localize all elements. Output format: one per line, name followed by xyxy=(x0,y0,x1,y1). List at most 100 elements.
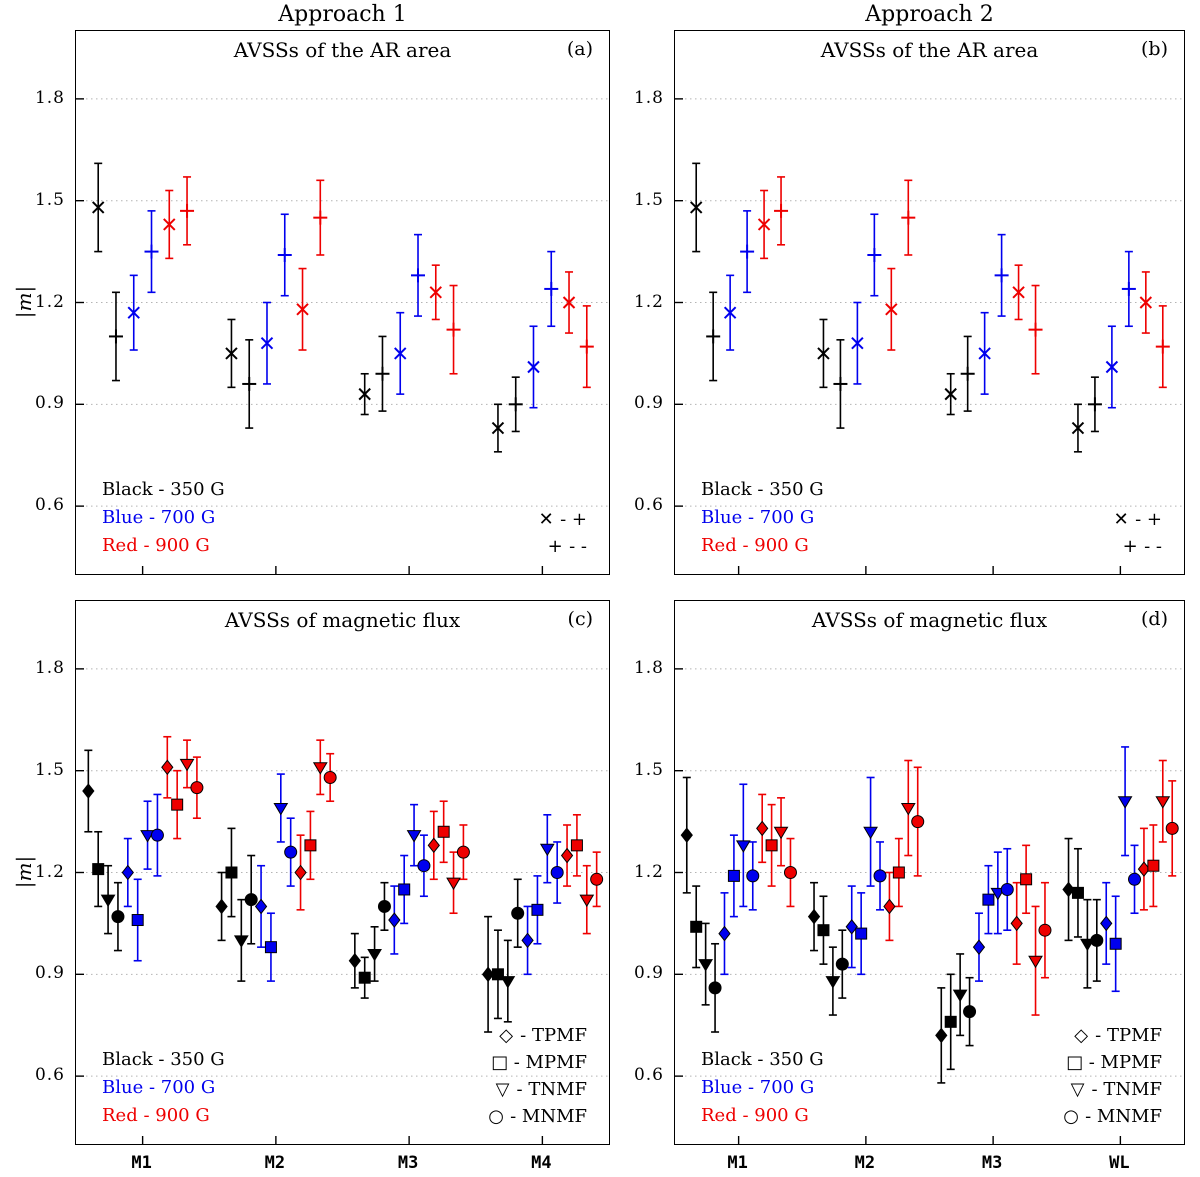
diamond-marker xyxy=(215,898,228,915)
panel-corner-label-d: (d) xyxy=(1141,608,1168,630)
square-marker xyxy=(531,903,544,916)
x-marker xyxy=(163,218,176,231)
y-tick-label: 1.5 xyxy=(34,189,65,210)
square-marker xyxy=(225,866,238,879)
diamond-marker xyxy=(756,820,769,837)
x-marker xyxy=(944,387,957,401)
marker-legend-entry: ▽ - TNMF xyxy=(1057,1076,1162,1103)
triangle-down-marker xyxy=(735,840,751,853)
color-legend-entry: Black - 350 G xyxy=(102,1049,225,1070)
marker-legend-label: - + xyxy=(560,509,587,530)
plot-canvas-a xyxy=(76,98,609,574)
diamond-marker xyxy=(680,827,693,843)
marker-legend-symbol: ▽ xyxy=(495,1079,510,1100)
marker-legend-a: ✕ - + + - - xyxy=(532,506,587,560)
y-tick-label: 0.6 xyxy=(34,1065,65,1086)
panel-wrap-b: 0.6 0.9 1.2 1.5 1.8 AVSSs of the AR area (b)… xyxy=(614,30,1185,590)
square-marker xyxy=(570,839,583,852)
x-marker xyxy=(562,296,576,309)
y-tick-label: 1.5 xyxy=(34,759,65,780)
circle-marker xyxy=(1165,821,1179,835)
x-tick-label: M3 xyxy=(981,1153,1003,1173)
x-marker xyxy=(1012,286,1025,299)
y-tick-label: 1.8 xyxy=(34,657,65,678)
marker-legend-symbol: ✕ xyxy=(1113,509,1129,530)
square-marker xyxy=(944,1015,957,1028)
triangle-down-marker xyxy=(312,762,328,775)
circle-marker xyxy=(746,869,760,883)
x-marker xyxy=(296,303,309,316)
triangle-down-marker xyxy=(773,826,789,840)
triangle-down-marker xyxy=(539,843,555,857)
square-marker xyxy=(1147,859,1160,872)
triangle-down-marker xyxy=(500,976,516,989)
column-title-approach-2: Approach 2 xyxy=(865,2,994,27)
diamond-marker xyxy=(82,783,95,799)
y-axis-tick-labels-d: 0.6 0.9 1.2 1.5 1.8 xyxy=(614,600,674,1145)
marker-legend-entry: + - - xyxy=(1107,533,1162,560)
marker-legend-symbol: + xyxy=(547,536,563,557)
circle-marker xyxy=(911,815,925,829)
marker-legend-symbol: + xyxy=(1122,536,1138,557)
color-legend-a: Black - 350 G Blue - 700 G Red - 900 G xyxy=(102,476,225,560)
circle-marker xyxy=(456,845,470,859)
circle-marker xyxy=(111,910,125,924)
triangle-down-marker xyxy=(179,758,195,772)
x-axis-labels-c: M1 M2 M3 M4 xyxy=(15,1153,610,1177)
marker-legend-symbol: ◇ xyxy=(499,1025,514,1046)
color-legend-entry: Blue - 700 G xyxy=(701,507,815,528)
panel-wrap-a: 0.6 0.9 1.2 1.5 1.8 AVSSs of the AR area (a)… xyxy=(15,30,610,590)
circle-marker xyxy=(783,866,797,879)
circle-marker xyxy=(1128,872,1142,886)
y-tick-label: 0.6 xyxy=(34,495,65,516)
triangle-down-marker xyxy=(406,830,422,843)
square-marker xyxy=(171,798,184,811)
panel-wrap-c: 0.6 0.9 1.2 1.5 1.8 AVSSs of magnetic flux (… xyxy=(15,600,610,1175)
diamond-marker xyxy=(161,759,174,776)
marker-legend-symbol: □ xyxy=(1066,1052,1084,1073)
panel-title-a: AVSSs of the AR area xyxy=(233,38,452,62)
x-marker xyxy=(92,201,105,214)
diamond-marker xyxy=(1010,915,1023,932)
marker-legend-label: - TPMF xyxy=(1095,1025,1162,1046)
triangle-down-marker xyxy=(100,894,116,908)
x-marker xyxy=(358,387,371,401)
y-axis-tick-labels-a: 0.6 0.9 1.2 1.5 1.8 xyxy=(15,30,75,575)
panel-title-c: AVSSs of magnetic flux xyxy=(224,608,461,632)
x-marker xyxy=(851,337,864,350)
marker-legend-label: - TNMF xyxy=(1091,1079,1162,1100)
y-tick-label: 1.5 xyxy=(633,759,664,780)
color-legend-entry: Black - 350 G xyxy=(701,479,824,500)
x-tick-label: M4 xyxy=(531,1153,552,1173)
circle-marker xyxy=(244,893,258,907)
marker-legend-entry: ○ - MNMF xyxy=(482,1103,587,1130)
x-axis-labels-d: M1 M2 M3 WL xyxy=(614,1153,1185,1177)
square-marker xyxy=(765,839,778,852)
plot-panel-b: AVSSs of the AR area (b) Black - 350 G Bl… xyxy=(674,30,1185,575)
marker-legend-symbol: □ xyxy=(491,1052,509,1073)
triangle-down-marker xyxy=(367,948,382,962)
y-tick-label: 1.2 xyxy=(633,861,664,882)
square-marker xyxy=(437,825,450,838)
circle-marker xyxy=(377,899,391,913)
y-axis-tick-labels-b: 0.6 0.9 1.2 1.5 1.8 xyxy=(614,30,674,575)
triangle-down-marker xyxy=(1117,796,1133,809)
x-marker xyxy=(1071,421,1085,435)
circle-marker xyxy=(835,957,849,971)
circle-marker xyxy=(590,872,604,886)
diamond-marker xyxy=(427,837,440,854)
circle-marker xyxy=(1038,923,1052,937)
y-tick-label: 1.2 xyxy=(34,291,65,312)
marker-legend-label: - MNMF xyxy=(1085,1106,1162,1127)
plot-panel-c: AVSSs of magnetic flux (c) Black - 350 G… xyxy=(75,600,610,1145)
x-tick-label: M1 xyxy=(131,1153,152,1173)
triangle-down-marker xyxy=(273,803,289,816)
color-legend-b: Black - 350 G Blue - 700 G Red - 900 G xyxy=(701,476,824,560)
square-marker xyxy=(892,866,905,879)
triangle-down-marker xyxy=(698,959,714,972)
y-tick-label: 1.2 xyxy=(34,861,65,882)
square-marker xyxy=(982,893,995,906)
x-marker xyxy=(429,286,442,299)
triangle-down-marker xyxy=(900,803,916,816)
color-legend-entry: Red - 900 G xyxy=(701,535,809,556)
